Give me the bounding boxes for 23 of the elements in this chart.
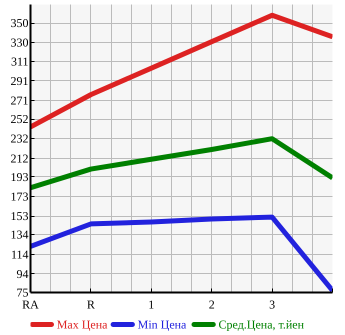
y-tick-label: 232 xyxy=(10,132,28,146)
y-tick-label: 173 xyxy=(10,190,28,204)
y-tick-label: 330 xyxy=(10,36,28,50)
x-tick-label: 2 xyxy=(208,298,215,312)
y-tick-label: 350 xyxy=(10,16,28,30)
x-tick-label: RA xyxy=(22,298,40,312)
legend-label: Сред.Цена, т.йен xyxy=(218,318,305,332)
x-tick-label: R xyxy=(86,298,95,312)
legend-label: Min Цена xyxy=(138,318,188,332)
y-tick-label: 252 xyxy=(10,112,28,126)
y-tick-label: 311 xyxy=(10,54,29,68)
y-tick-label: 212 xyxy=(10,151,28,166)
y-tick-label: 134 xyxy=(10,228,28,242)
y-tick-label: 75 xyxy=(16,286,28,300)
x-tick-label: 1 xyxy=(148,298,154,312)
legend-label: Max Цена xyxy=(56,318,108,332)
y-tick-label: 291 xyxy=(10,74,28,88)
y-tick-label: 114 xyxy=(10,247,29,262)
x-tick-label: 3 xyxy=(269,298,276,312)
y-tick-label: 94 xyxy=(16,266,28,281)
y-tick-label: 153 xyxy=(10,209,28,224)
y-tick-label: 271 xyxy=(10,94,28,108)
y-tick-label: 193 xyxy=(10,170,28,184)
